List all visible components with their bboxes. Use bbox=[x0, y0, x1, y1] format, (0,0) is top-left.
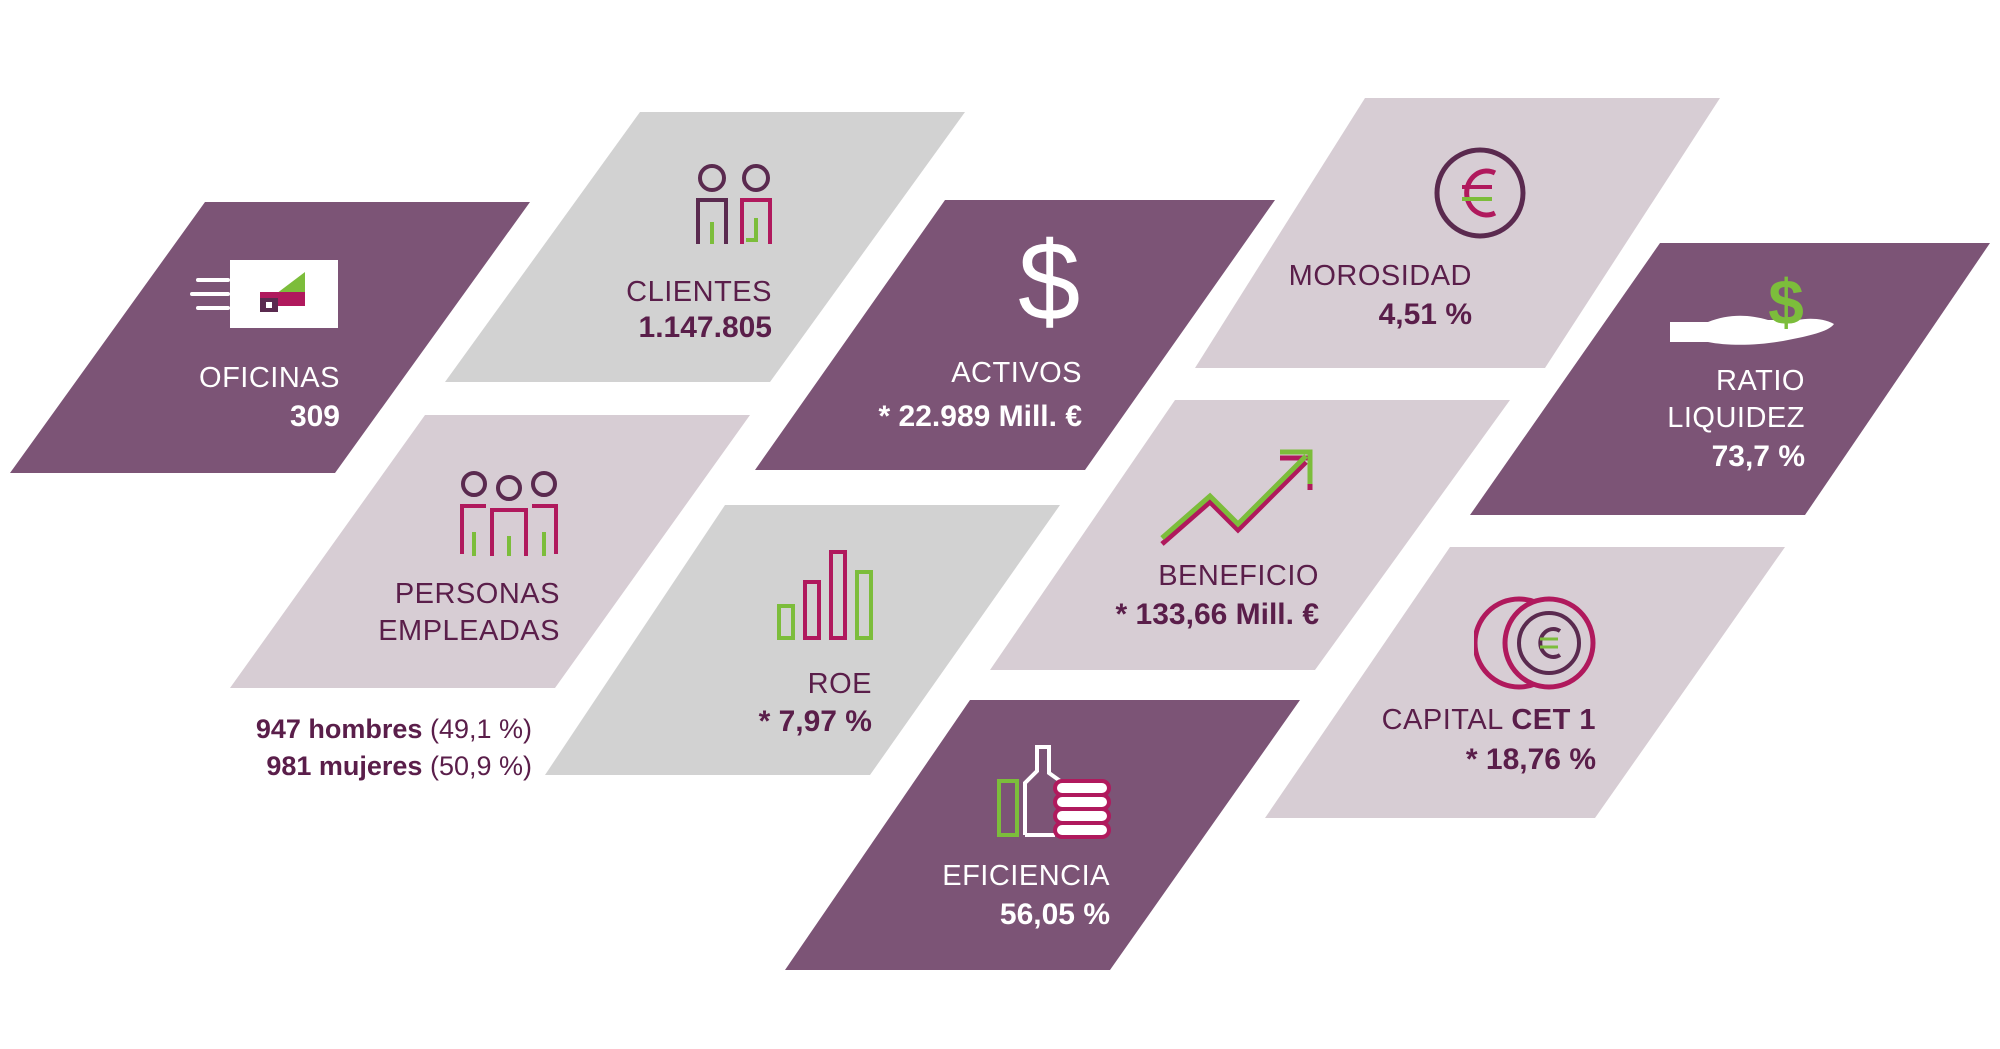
two-people-icon bbox=[696, 164, 772, 244]
bar-chart-icon bbox=[777, 550, 873, 640]
roe-value: * 7,97 % bbox=[758, 705, 872, 738]
clientes-label: CLIENTES bbox=[626, 276, 772, 308]
empleados-mujeres: 981 mujeres (50,9 %) bbox=[266, 748, 532, 785]
euro-coins-icon bbox=[1474, 596, 1596, 690]
tile-roe bbox=[545, 505, 1060, 775]
beneficio-value: * 133,66 Mill. € bbox=[1115, 598, 1319, 631]
tile-oficinas bbox=[10, 202, 530, 473]
morosidad-value: 4,51 % bbox=[1378, 298, 1472, 331]
building-flag-icon bbox=[190, 260, 338, 328]
tile-morosidad bbox=[1195, 98, 1720, 368]
roe-label: ROE bbox=[807, 668, 872, 700]
activos-label: ACTIVOS bbox=[951, 357, 1082, 389]
eficiencia-value: 56,05 % bbox=[999, 898, 1110, 931]
thumbs-up-icon bbox=[997, 745, 1111, 839]
hand-dollar-icon: $ bbox=[1670, 266, 1834, 345]
tile-activos bbox=[755, 200, 1275, 470]
capital-label-bold: CET 1 bbox=[1511, 704, 1596, 736]
hombres-percent: (49,1 %) bbox=[429, 714, 532, 744]
capital-label: CAPITAL CET 1 bbox=[1382, 702, 1596, 739]
clientes-value: 1.147.805 bbox=[638, 311, 772, 344]
ratio-value: 73,7 % bbox=[1711, 440, 1805, 473]
beneficio-label: BENEFICIO bbox=[1158, 560, 1319, 592]
tile-ratio bbox=[1470, 243, 1990, 515]
svg-text:$: $ bbox=[1768, 266, 1804, 338]
morosidad-label: MOROSIDAD bbox=[1288, 260, 1472, 292]
tile-clientes bbox=[445, 112, 965, 382]
capital-label-text: CAPITAL bbox=[1381, 704, 1503, 736]
hombres-count: 947 hombres bbox=[255, 714, 423, 744]
mujeres-percent: (50,9 %) bbox=[429, 751, 532, 781]
personas-label-line1: PERSONAS bbox=[394, 578, 560, 610]
oficinas-value: 309 bbox=[289, 400, 340, 433]
mujeres-count: 981 mujeres bbox=[266, 751, 423, 781]
activos-value: * 22.989 Mill. € bbox=[878, 400, 1082, 433]
eficiencia-label: EFICIENCIA bbox=[942, 860, 1110, 892]
oficinas-label: OFICINAS bbox=[199, 362, 340, 394]
personas-label-line2: EMPLEADAS bbox=[378, 615, 560, 647]
tile-beneficio bbox=[990, 400, 1510, 670]
rising-arrow-icon bbox=[1160, 449, 1313, 546]
ratio-label-line2: LIQUIDEZ bbox=[1667, 402, 1805, 434]
ratio-label-line1: RATIO bbox=[1716, 365, 1805, 397]
group-people-icon bbox=[460, 471, 558, 556]
empleados-hombres: 947 hombres (49,1 %) bbox=[256, 711, 532, 748]
capital-value: * 18,76 % bbox=[1465, 743, 1596, 776]
euro-circle-icon bbox=[1434, 147, 1526, 239]
dollar-icon: $ bbox=[1018, 219, 1081, 344]
